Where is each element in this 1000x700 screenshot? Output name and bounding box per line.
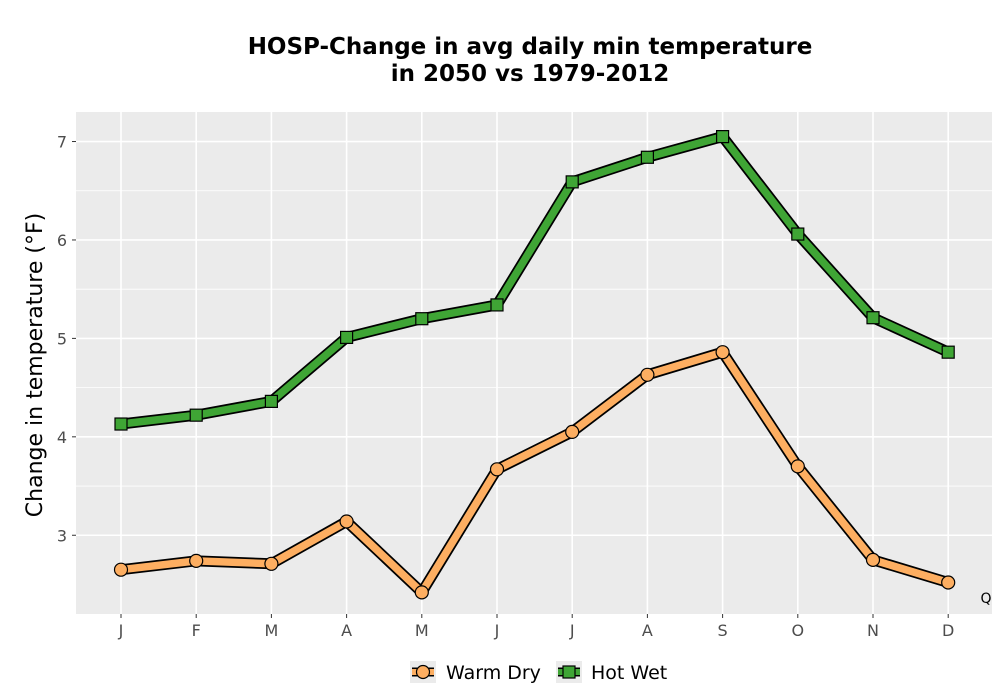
x-tick-label: A — [642, 621, 653, 640]
legend-item-warm-dry: Warm Dry — [410, 661, 541, 684]
data-point — [415, 312, 429, 326]
data-point — [715, 345, 730, 360]
chart-title-line2: in 2050 vs 1979-2012 — [391, 61, 670, 87]
x-tick-label: J — [569, 621, 575, 640]
data-point — [791, 227, 805, 241]
x-tick-label: M — [264, 621, 278, 640]
y-tick-label: 5 — [57, 329, 67, 348]
data-series — [113, 130, 956, 600]
data-point — [114, 417, 128, 431]
data-point — [339, 514, 354, 529]
data-point — [189, 408, 203, 422]
data-point — [640, 367, 655, 382]
plot-panel — [76, 112, 992, 614]
x-tick-label: D — [942, 621, 954, 640]
series-line — [117, 348, 952, 597]
legend-label: Warm Dry — [446, 662, 541, 684]
data-point — [866, 311, 880, 325]
data-point — [414, 585, 429, 600]
x-tick-label: J — [118, 621, 124, 640]
x-tick-label: S — [718, 621, 728, 640]
data-point — [640, 150, 655, 164]
x-tick-label: F — [192, 621, 201, 640]
legend-label: Hot Wet — [591, 662, 667, 684]
data-point — [264, 556, 279, 571]
data-point — [565, 175, 579, 189]
chart-title-line1: HOSP-Change in avg daily min temperature — [248, 34, 813, 60]
data-point — [941, 345, 955, 359]
data-point — [715, 130, 730, 144]
data-point — [565, 424, 580, 440]
data-point — [340, 330, 354, 345]
y-axis-label: Change in temperature (°F) — [23, 213, 48, 517]
x-tick-label: M — [415, 621, 429, 640]
legend: Warm Dry Hot Wet — [410, 661, 667, 684]
y-tick-label: 6 — [57, 231, 67, 250]
legend-item-hot-wet: Hot Wet — [556, 661, 667, 684]
data-point — [941, 575, 956, 590]
data-point — [264, 394, 278, 408]
data-point — [489, 462, 505, 477]
data-point — [790, 459, 805, 474]
x-tick-label: O — [792, 621, 805, 640]
y-tick-label: 7 — [57, 133, 67, 152]
x-tick-label: J — [494, 621, 500, 640]
data-point — [490, 298, 504, 312]
gridlines — [76, 112, 992, 614]
y-tick-label: 3 — [57, 526, 67, 545]
x-tick-label: N — [867, 621, 879, 640]
data-point — [865, 552, 881, 567]
series-hot-wet — [114, 130, 955, 431]
corner-label: Q — [980, 591, 991, 607]
data-point — [189, 553, 204, 568]
legend-marker — [562, 665, 576, 679]
y-tick-label: 4 — [57, 428, 67, 447]
legend-marker — [415, 664, 431, 680]
series-warm-dry — [113, 345, 956, 600]
data-point — [113, 562, 129, 577]
x-tick-label: A — [341, 621, 352, 640]
y-tick-labels: 3 4 5 6 7 — [57, 133, 76, 545]
series-line — [117, 132, 952, 428]
